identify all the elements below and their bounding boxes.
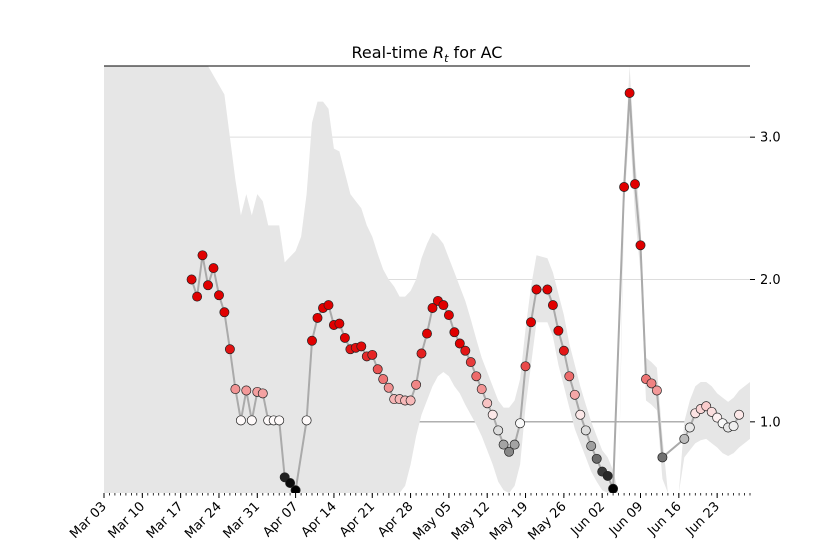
rt-point <box>323 300 334 311</box>
rt-point <box>651 385 662 396</box>
rt-point <box>684 422 695 433</box>
rt-point <box>246 415 257 426</box>
y-tick-label: 1.0 <box>760 415 781 430</box>
rt-point <box>208 263 219 274</box>
y-tick-label: 2.0 <box>760 273 781 288</box>
rt-point <box>558 345 569 356</box>
rt-point <box>422 328 432 339</box>
rt-point <box>734 409 745 420</box>
rt-point <box>608 483 619 493</box>
rt-point <box>591 453 602 464</box>
rt-point <box>290 485 301 493</box>
rt-point <box>312 312 323 323</box>
rt-point <box>235 415 246 426</box>
rt-point <box>520 361 531 372</box>
rt-point <box>405 395 416 406</box>
rt-point <box>416 348 427 359</box>
rt-point <box>646 378 657 389</box>
rt-point <box>378 374 389 385</box>
rt-point <box>192 291 203 302</box>
rt-point <box>619 182 630 192</box>
rt-point <box>476 384 487 395</box>
rt-point <box>630 179 640 190</box>
rt-point <box>383 382 394 393</box>
rt-point <box>531 284 542 295</box>
rt-point <box>487 409 498 420</box>
rt-point <box>411 379 422 390</box>
rt-point <box>367 349 378 360</box>
rt-point <box>553 325 564 336</box>
rt-point <box>372 364 383 375</box>
rt-point <box>230 384 241 395</box>
rt-point <box>542 284 553 295</box>
rt-point <box>586 441 597 451</box>
rt-point <box>482 398 493 409</box>
rt-point <box>443 310 454 321</box>
rt-points-layer <box>186 88 745 493</box>
rt-point <box>569 389 580 400</box>
rt-point <box>624 88 635 98</box>
rt-point <box>602 470 613 481</box>
rt-point <box>427 303 438 313</box>
rt-point <box>454 338 465 349</box>
rt-point <box>219 307 230 318</box>
rt-point <box>339 332 350 343</box>
rt-point <box>203 280 213 291</box>
rt-point <box>465 357 476 368</box>
confidence-band-layer <box>104 66 750 493</box>
rt-point <box>197 250 208 261</box>
rt-point <box>471 371 482 382</box>
rt-point <box>728 421 739 432</box>
rt-point <box>515 418 526 429</box>
rt-point <box>274 415 285 426</box>
rt-point <box>214 290 224 301</box>
rt-point <box>285 478 296 488</box>
rt-point <box>564 371 575 382</box>
rt-point <box>547 300 558 311</box>
rt-point <box>307 335 317 346</box>
rt-point <box>257 388 268 399</box>
rt-point <box>438 300 449 311</box>
rt-point <box>224 344 235 355</box>
rt-point <box>679 433 690 444</box>
rt-point <box>186 274 197 285</box>
rt-point <box>301 415 312 426</box>
rt-point <box>449 327 460 338</box>
confidence-band <box>104 66 750 493</box>
rt-point <box>580 425 591 436</box>
rt-point <box>460 345 471 356</box>
rt-point <box>657 452 668 463</box>
rt-point <box>498 439 509 450</box>
rt-point <box>356 341 367 352</box>
y-tick-label: 3.0 <box>760 131 781 146</box>
chart-title: Real-time Rt for AC <box>352 43 503 65</box>
rt-point <box>241 385 252 396</box>
rt-point <box>526 317 536 328</box>
rt-point <box>509 439 520 450</box>
rt-point <box>575 409 586 420</box>
rt-point <box>334 318 345 329</box>
rt-point <box>493 425 504 436</box>
rt-point <box>635 240 646 251</box>
rt-point <box>504 446 515 457</box>
